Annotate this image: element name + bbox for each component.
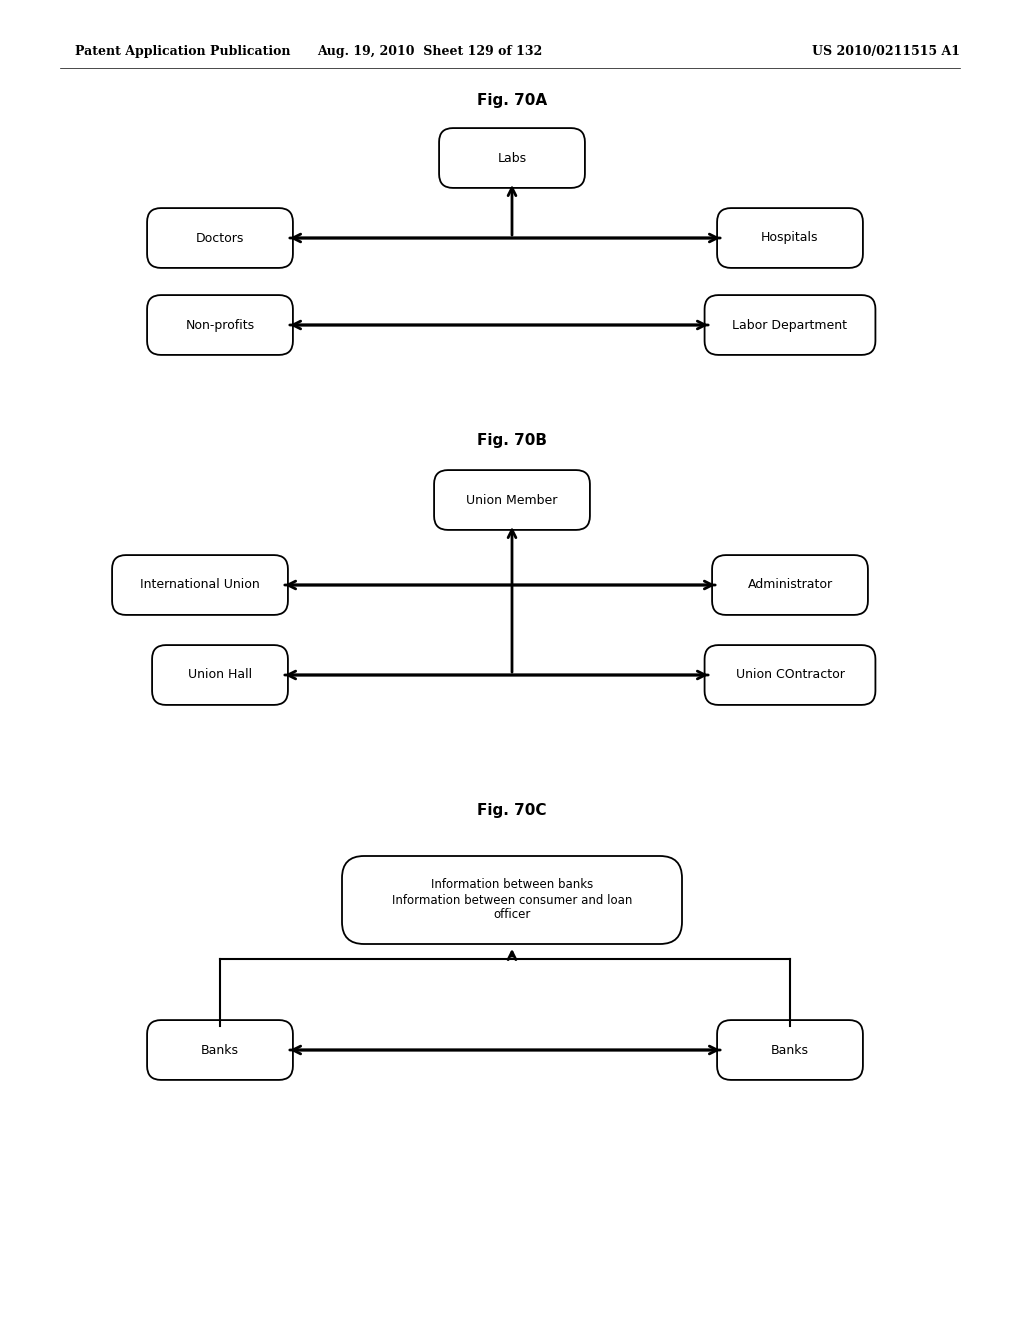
FancyBboxPatch shape — [439, 128, 585, 187]
FancyBboxPatch shape — [717, 1020, 863, 1080]
Text: Non-profits: Non-profits — [185, 318, 255, 331]
FancyBboxPatch shape — [112, 556, 288, 615]
FancyBboxPatch shape — [153, 645, 288, 705]
Text: Fig. 70B: Fig. 70B — [477, 433, 547, 447]
FancyBboxPatch shape — [712, 556, 868, 615]
Text: Information between banks
Information between consumer and loan
officer: Information between banks Information be… — [392, 879, 632, 921]
Text: Administrator: Administrator — [748, 578, 833, 591]
Text: US 2010/0211515 A1: US 2010/0211515 A1 — [812, 45, 961, 58]
FancyBboxPatch shape — [705, 296, 876, 355]
Text: Aug. 19, 2010  Sheet 129 of 132: Aug. 19, 2010 Sheet 129 of 132 — [317, 45, 543, 58]
Text: Union Member: Union Member — [466, 494, 558, 507]
Text: Hospitals: Hospitals — [761, 231, 819, 244]
FancyBboxPatch shape — [705, 645, 876, 705]
Text: Fig. 70A: Fig. 70A — [477, 92, 547, 107]
Text: Labor Department: Labor Department — [732, 318, 848, 331]
Text: Labs: Labs — [498, 152, 526, 165]
Text: Union COntractor: Union COntractor — [735, 668, 845, 681]
Text: Patent Application Publication: Patent Application Publication — [75, 45, 291, 58]
FancyBboxPatch shape — [717, 209, 863, 268]
FancyBboxPatch shape — [342, 855, 682, 944]
Text: Union Hall: Union Hall — [188, 668, 252, 681]
Text: Banks: Banks — [201, 1044, 239, 1056]
Text: International Union: International Union — [140, 578, 260, 591]
FancyBboxPatch shape — [147, 296, 293, 355]
Text: Fig. 70C: Fig. 70C — [477, 803, 547, 817]
FancyBboxPatch shape — [147, 1020, 293, 1080]
FancyBboxPatch shape — [147, 209, 293, 268]
FancyBboxPatch shape — [434, 470, 590, 529]
Text: Banks: Banks — [771, 1044, 809, 1056]
Text: Doctors: Doctors — [196, 231, 244, 244]
